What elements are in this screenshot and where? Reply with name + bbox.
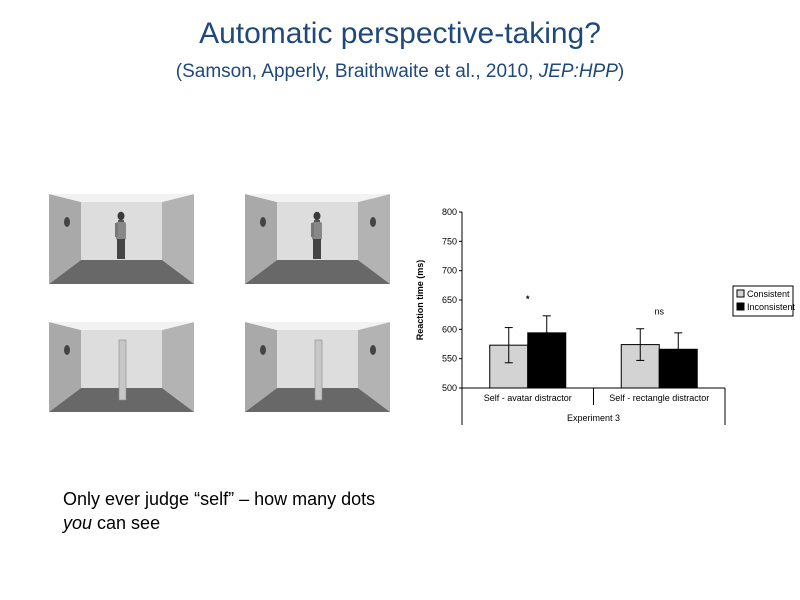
citation-journal: JEP:HPP [538,61,618,82]
x-category-label: Self - rectangle distractor [609,393,709,403]
dot-right [370,345,376,355]
rectangle-distractor [118,339,127,401]
y-tick-label: 600 [442,324,457,334]
dot-left [260,217,266,227]
y-tick-label: 700 [442,266,457,276]
floor [245,260,390,284]
legend-swatch-inconsistent [736,302,745,311]
room-rectangle-both-dots [245,322,390,412]
x-axis-title: Experiment 3 [567,413,620,423]
avatar [115,211,126,259]
dot-left [64,217,70,227]
legend: Consistent Inconsistent [732,285,795,317]
left-wall [245,322,277,412]
dot-left [260,345,266,355]
avatar-head [117,211,125,221]
dot-right [370,217,376,227]
avatar-neck [314,220,320,223]
y-axis-title: Reaction time (ms) [415,260,425,341]
significance-annotation: ns [654,307,664,317]
room-avatar-both-dots [245,194,390,284]
citation: (Samson, Apperly, Braithwaite et al., 20… [0,60,800,84]
y-tick-label: 800 [442,207,457,217]
significance-annotation: * [526,294,530,304]
slide-title: Automatic perspective-taking? [199,17,601,50]
citation-suffix: ) [617,61,625,82]
y-tick-label: 500 [442,383,457,393]
ceiling [49,194,194,202]
left-wall [49,322,81,412]
y-tick-label: 550 [442,354,457,364]
pillar [118,339,127,401]
caption-line-2: you can see [63,511,423,535]
floor [49,260,194,284]
right-wall [358,322,390,412]
avatar-legs [313,239,321,259]
ceiling [245,194,390,202]
caption-line-1: Only ever judge “self” – how many dots [63,489,376,509]
room-avatar-left-dot [49,194,194,284]
left-wall [49,194,81,284]
y-tick-label: 650 [442,295,457,305]
avatar [311,211,322,259]
caption-emphasis: you [63,513,93,533]
avatar-torso [116,222,126,240]
x-category-label: Self - avatar distractor [484,393,572,403]
right-wall [358,194,390,284]
left-wall [245,194,277,284]
pillar [314,339,323,401]
instruction-caption: Only ever judge “self” – how many dots y… [63,487,423,535]
right-wall [162,322,194,412]
legend-label-consistent: Consistent [747,289,790,299]
dot-left [64,345,70,355]
legend-swatch-consistent [736,289,745,298]
reaction-time-chart: 500 550 600 650 700 750 800 Reaction time (ms) S… [415,207,795,425]
avatar-neck [118,220,124,223]
y-tick-label: 750 [442,236,457,246]
rectangle-distractor [314,339,323,401]
right-wall [162,194,194,284]
avatar-arm [311,223,314,237]
avatar-head [313,211,321,221]
room-rectangle-left-dot [49,322,194,412]
caption-rest: can see [92,513,161,533]
avatar-torso [312,222,322,240]
citation-prefix: (Samson, Apperly, Braithwaite et al., 20… [175,61,539,82]
legend-label-inconsistent: Inconsistent [747,302,795,312]
avatar-arm [115,223,118,237]
avatar-legs [117,239,125,259]
ceiling [49,322,194,330]
ceiling [245,322,390,330]
